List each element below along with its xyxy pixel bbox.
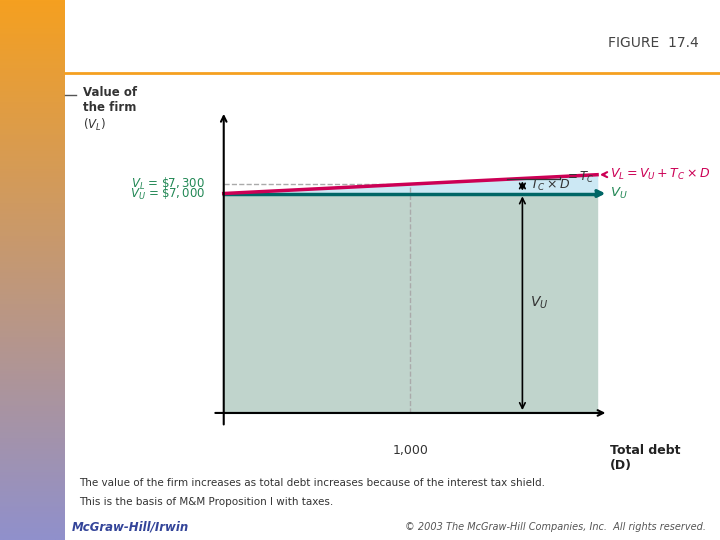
Text: $V_U$: $V_U$ bbox=[610, 186, 628, 201]
Text: Total debt
(D): Total debt (D) bbox=[610, 444, 680, 472]
Text: $V_U$ = $\$7,000$: $V_U$ = $\$7,000$ bbox=[130, 185, 205, 201]
Text: Value of
the firm
$(V_L )$: Value of the firm $(V_L )$ bbox=[83, 86, 137, 133]
Text: $V_L$ = $\$7,300$: $V_L$ = $\$7,300$ bbox=[131, 176, 205, 192]
Text: $V_U$: $V_U$ bbox=[530, 295, 549, 312]
Text: $V_L = V_U + T_C \times D$: $V_L = V_U + T_C \times D$ bbox=[602, 167, 711, 182]
Text: © 2003 The McGraw-Hill Companies, Inc.  All rights reserved.: © 2003 The McGraw-Hill Companies, Inc. A… bbox=[405, 522, 706, 531]
Text: The value of the firm increases as total debt increases because of the interest : The value of the firm increases as total… bbox=[79, 478, 545, 488]
Text: 1,000: 1,000 bbox=[392, 444, 428, 457]
Text: $= T_C$: $= T_C$ bbox=[565, 170, 595, 185]
Text: FIGURE  17.4: FIGURE 17.4 bbox=[608, 36, 698, 50]
Text: $T_C \times D$: $T_C \times D$ bbox=[530, 178, 570, 193]
Text: McGraw-Hill/Irwin: McGraw-Hill/Irwin bbox=[72, 520, 189, 533]
Text: This is the basis of M&M Proposition I with taxes.: This is the basis of M&M Proposition I w… bbox=[79, 497, 333, 507]
